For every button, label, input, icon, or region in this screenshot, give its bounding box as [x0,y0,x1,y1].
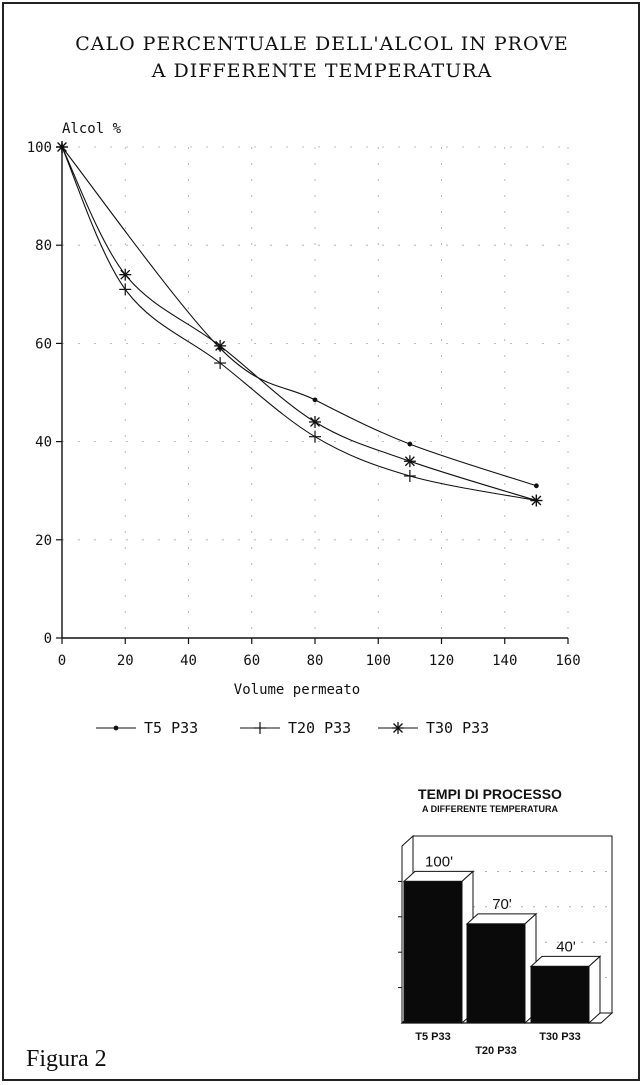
bar-value-label-1: 70' [492,896,512,913]
series-line-0 [61,146,537,487]
bar-value-label-0: 100' [425,853,453,870]
bar-category-label-1: T20 P33 [475,1045,517,1057]
series-2-point-4-d2 [404,456,415,467]
bar-1 [466,923,526,1024]
legend-label-1: T20 P33 [288,719,351,737]
x-axis-label: Volume permeato [234,682,360,698]
y-tick-label-5: 100 [27,140,52,156]
legend-marker-1 [254,722,266,734]
series-2-point-5 [530,494,543,507]
series-2-point-2-d2 [215,340,226,351]
bar-category-label-0: T5 P33 [415,1031,450,1043]
x-tick-label-8: 160 [555,653,580,669]
series-1-point-4 [403,469,416,482]
line-chart-title-line-1: CALO PERCENTUALE DELL'ALCOL IN PROVE [75,33,569,55]
bar-chart-title-line-2: A DIFFERENTE TEMPERATURA [422,804,558,814]
series-line-1 [61,146,537,502]
bar-chart-title-line-1: TEMPI DI PROCESSO [418,786,562,802]
x-tick-label-6: 120 [429,653,454,669]
x-tick-label-5: 100 [366,653,391,669]
bar-chart: TEMPI DI PROCESSO A DIFFERENTE TEMPERATUR… [398,786,614,1057]
series-0-point-4 [533,483,539,489]
legend-marker-0 [113,725,119,731]
y-tick-label-4: 80 [35,238,52,254]
series-2-point-4 [403,455,416,468]
y-tick-label-2: 40 [35,435,52,451]
series-2-point-1-d2 [120,269,131,280]
bar-top-0 [402,870,475,882]
x-tick-label-2: 40 [180,653,197,669]
x-tick-label-4: 80 [307,653,324,669]
legend-label-0: T5 P33 [144,719,198,737]
bar-top-1 [465,913,538,925]
line-chart: 0 20 40 60 80 100 0 20 40 60 80 100 120 140 160 Alcol %… [27,121,581,698]
series-2-point-1 [119,268,132,281]
x-tick-label-3: 60 [243,653,260,669]
line-chart-legend: T5 P33 T20 P33 T30 P33 [96,719,489,737]
bar-0 [403,880,463,1024]
y-axis-label: Alcol % [62,121,122,137]
series-2-point-3-d2 [310,417,320,427]
x-tick-label-1: 20 [117,653,134,669]
series-1-point-3 [309,430,321,443]
y-tick-label-0: 0 [44,631,52,647]
series-1-point-1 [119,283,132,296]
bar-category-label-2: T30 P33 [539,1031,581,1043]
line-chart-title-line-2: A DIFFERENTE TEMPERATURA [151,60,493,82]
legend-label-2: T30 P33 [426,719,489,737]
series-0-point-3 [407,441,413,447]
series-2-point-5-d2 [531,495,542,506]
series-line-2 [61,146,537,502]
series-1-point-2 [214,357,227,370]
bar-value-label-2: 40' [556,938,576,955]
figure-caption: Figura 2 [26,1046,107,1072]
y-tick-label-3: 60 [35,336,52,352]
legend-marker-2-d2 [393,723,403,733]
series-2-point-3 [309,415,321,428]
series-2-point-2 [214,339,227,352]
series-0-point-2 [312,397,318,403]
series-2-point-0-d2 [57,142,67,152]
bar-top-2 [529,955,602,967]
x-tick-label-7: 140 [492,653,517,669]
x-tick-label-0: 0 [58,653,66,669]
y-tick-label-1: 20 [35,533,52,549]
bar-2 [530,965,590,1024]
series-2-point-0 [56,141,68,153]
bar-side-2 [588,955,601,1025]
legend-marker-2 [392,722,404,734]
